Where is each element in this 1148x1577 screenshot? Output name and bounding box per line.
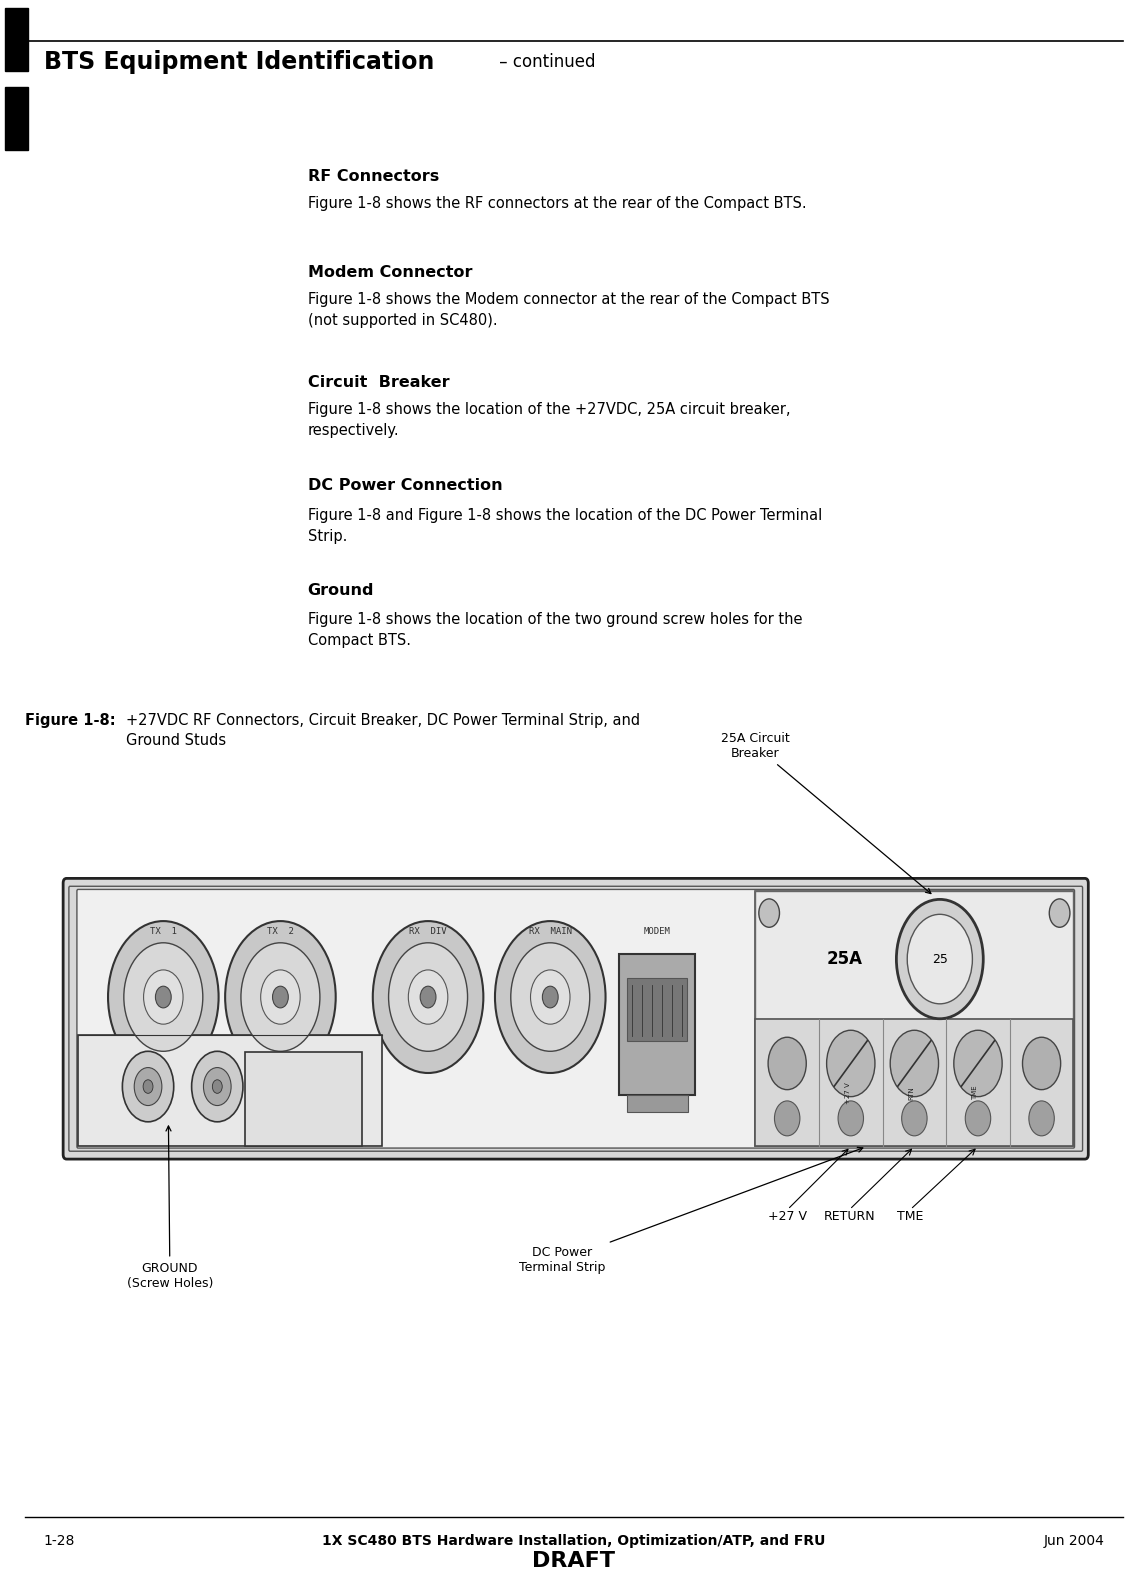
Circle shape [901, 1101, 928, 1135]
Bar [619, 954, 696, 1094]
Circle shape [241, 943, 320, 1052]
Text: Figure 1-8 shows the location of the two ground screw holes for the
Compact BTS.: Figure 1-8 shows the location of the two… [308, 612, 802, 648]
Circle shape [124, 943, 203, 1052]
Bar [5, 8, 28, 71]
Text: Figure 1-8 shows the location of the +27VDC, 25A circuit breaker,
respectively.: Figure 1-8 shows the location of the +27… [308, 402, 790, 438]
Text: 1X SC480 BTS Hardware Installation, Optimization/ATP, and FRU: 1X SC480 BTS Hardware Installation, Opti… [323, 1534, 825, 1547]
Circle shape [212, 1080, 223, 1093]
Text: RF Connectors: RF Connectors [308, 169, 439, 185]
Text: Ground: Ground [308, 583, 374, 599]
Text: +27 V: +27 V [845, 1082, 851, 1104]
Text: RX  DIV: RX DIV [409, 927, 447, 937]
Text: TME: TME [898, 1210, 923, 1222]
Circle shape [965, 1101, 991, 1135]
Circle shape [838, 1101, 863, 1135]
Text: 25A Circuit
Breaker: 25A Circuit Breaker [721, 732, 931, 894]
Circle shape [768, 1038, 806, 1090]
Circle shape [123, 1052, 173, 1121]
Circle shape [542, 986, 558, 1008]
Text: Figure 1-8 and Figure 1-8 shows the location of the DC Power Terminal
Strip.: Figure 1-8 and Figure 1-8 shows the loca… [308, 508, 822, 544]
Circle shape [907, 915, 972, 1005]
Circle shape [530, 970, 571, 1023]
Circle shape [144, 1080, 153, 1093]
Text: 25: 25 [932, 953, 948, 965]
Circle shape [897, 899, 983, 1019]
Circle shape [827, 1030, 875, 1096]
FancyBboxPatch shape [77, 889, 1075, 1148]
Text: +27 V: +27 V [768, 1210, 807, 1222]
Circle shape [203, 1068, 231, 1105]
Bar [755, 1019, 1073, 1146]
Circle shape [511, 943, 590, 1052]
Circle shape [192, 1052, 243, 1121]
Circle shape [155, 986, 171, 1008]
Circle shape [388, 943, 467, 1052]
Text: GROUND
(Screw Holes): GROUND (Screw Holes) [126, 1126, 214, 1290]
Bar [755, 891, 1073, 1019]
Text: RTN: RTN [908, 1087, 914, 1099]
Circle shape [134, 1068, 162, 1105]
Text: DRAFT: DRAFT [533, 1552, 615, 1571]
Text: 25A: 25A [827, 949, 862, 968]
Circle shape [420, 986, 436, 1008]
Text: TX  2: TX 2 [267, 927, 294, 937]
Text: TME: TME [972, 1085, 978, 1101]
Circle shape [495, 921, 605, 1072]
Text: Circuit  Breaker: Circuit Breaker [308, 375, 449, 391]
Text: RX  MAIN: RX MAIN [529, 927, 572, 937]
Text: DC Power Connection: DC Power Connection [308, 478, 503, 494]
Circle shape [261, 970, 300, 1023]
Text: Jun 2004: Jun 2004 [1044, 1534, 1104, 1547]
Circle shape [1023, 1038, 1061, 1090]
Circle shape [409, 970, 448, 1023]
Bar [245, 1052, 362, 1146]
Bar [755, 891, 1073, 1146]
Bar [627, 1094, 688, 1112]
Circle shape [954, 1030, 1002, 1096]
FancyBboxPatch shape [63, 878, 1088, 1159]
Text: Figure 1-8:: Figure 1-8: [25, 713, 121, 729]
Text: MODEM: MODEM [644, 927, 670, 937]
Text: TX  1: TX 1 [150, 927, 177, 937]
Circle shape [108, 921, 218, 1072]
Text: 1-28: 1-28 [44, 1534, 75, 1547]
Circle shape [225, 921, 335, 1072]
Text: – continued: – continued [494, 52, 595, 71]
Bar [78, 1035, 382, 1146]
Bar [5, 87, 28, 150]
Text: 1: 1 [10, 49, 22, 68]
Circle shape [759, 899, 779, 927]
Text: BTS Equipment Identification: BTS Equipment Identification [44, 49, 434, 74]
Text: Modem Connector: Modem Connector [308, 265, 472, 281]
Circle shape [1029, 1101, 1054, 1135]
Circle shape [775, 1101, 800, 1135]
Text: RETURN: RETURN [824, 1210, 875, 1222]
Text: Figure 1-8 shows the RF connectors at the rear of the Compact BTS.: Figure 1-8 shows the RF connectors at th… [308, 196, 806, 211]
Text: Figure 1-8 shows the Modem connector at the rear of the Compact BTS
(not support: Figure 1-8 shows the Modem connector at … [308, 292, 829, 328]
Text: +27VDC RF Connectors, Circuit Breaker, DC Power Terminal Strip, and
Ground Studs: +27VDC RF Connectors, Circuit Breaker, D… [126, 713, 641, 747]
Circle shape [144, 970, 183, 1023]
Circle shape [890, 1030, 939, 1096]
Bar [628, 978, 687, 1041]
Circle shape [1049, 899, 1070, 927]
Circle shape [373, 921, 483, 1072]
Circle shape [272, 986, 288, 1008]
Text: DC Power
Terminal Strip: DC Power Terminal Strip [519, 1148, 863, 1274]
